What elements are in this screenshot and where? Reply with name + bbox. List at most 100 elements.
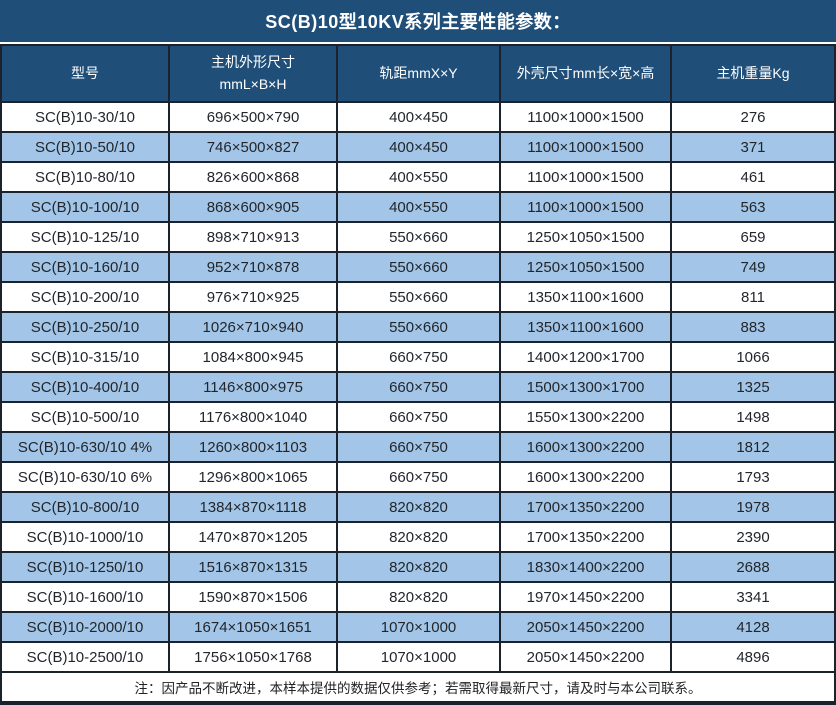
- table-cell: 400×450: [338, 103, 499, 131]
- table-cell: 550×660: [338, 283, 499, 311]
- table-cell: 1550×1300×2200: [501, 403, 670, 431]
- table-cell: 952×710×878: [170, 253, 336, 281]
- table-cell: SC(B)10-30/10: [2, 103, 168, 131]
- table-cell: 4896: [672, 643, 834, 671]
- table-cell: 1084×800×945: [170, 343, 336, 371]
- table-cell: 1250×1050×1500: [501, 253, 670, 281]
- table-cell: 2050×1450×2200: [501, 643, 670, 671]
- table-cell: SC(B)10-100/10: [2, 193, 168, 221]
- table-cell: SC(B)10-250/10: [2, 313, 168, 341]
- table-cell: 1325: [672, 373, 834, 401]
- table-cell: 1176×800×1040: [170, 403, 336, 431]
- table-cell: SC(B)10-125/10: [2, 223, 168, 251]
- table-cell: SC(B)10-2000/10: [2, 613, 168, 641]
- table-cell: 1978: [672, 493, 834, 521]
- column-header: 型号: [2, 46, 168, 101]
- table-cell: 660×750: [338, 463, 499, 491]
- table-cell: SC(B)10-630/10 4%: [2, 433, 168, 461]
- page-title: SC(B)10型10KV系列主要性能参数：: [0, 0, 836, 44]
- table-cell: SC(B)10-200/10: [2, 283, 168, 311]
- column-header: 外壳尺寸mm长×宽×高: [501, 46, 670, 101]
- table-cell: 2390: [672, 523, 834, 551]
- table-cell: 749: [672, 253, 834, 281]
- table-cell: 976×710×925: [170, 283, 336, 311]
- table-cell: SC(B)10-160/10: [2, 253, 168, 281]
- column-header: 主机重量Kg: [672, 46, 834, 101]
- table-cell: 1830×1400×2200: [501, 553, 670, 581]
- table-cell: 3341: [672, 583, 834, 611]
- table-cell: 898×710×913: [170, 223, 336, 251]
- table-cell: 820×820: [338, 553, 499, 581]
- table-cell: 659: [672, 223, 834, 251]
- table-cell: SC(B)10-50/10: [2, 133, 168, 161]
- table-cell: 746×500×827: [170, 133, 336, 161]
- table-cell: 371: [672, 133, 834, 161]
- column-header: 轨距mmX×Y: [338, 46, 499, 101]
- spec-sheet-page: SC(B)10型10KV系列主要性能参数： 型号主机外形尺寸 mmL×B×H轨距…: [0, 0, 836, 705]
- table-cell: 1070×1000: [338, 613, 499, 641]
- table-cell: 1384×870×1118: [170, 493, 336, 521]
- table-cell: SC(B)10-1000/10: [2, 523, 168, 551]
- table-cell: 400×550: [338, 163, 499, 191]
- table-cell: 1026×710×940: [170, 313, 336, 341]
- table-cell: 1066: [672, 343, 834, 371]
- table-cell: 1600×1300×2200: [501, 433, 670, 461]
- table-cell: 1970×1450×2200: [501, 583, 670, 611]
- table-cell: 1100×1000×1500: [501, 163, 670, 191]
- table-cell: SC(B)10-630/10 6%: [2, 463, 168, 491]
- table-cell: 1260×800×1103: [170, 433, 336, 461]
- table-cell: 1812: [672, 433, 834, 461]
- spec-table: 型号主机外形尺寸 mmL×B×H轨距mmX×Y外壳尺寸mm长×宽×高主机重量Kg…: [0, 44, 836, 705]
- table-cell: 1146×800×975: [170, 373, 336, 401]
- table-cell: 820×820: [338, 523, 499, 551]
- table-cell: SC(B)10-80/10: [2, 163, 168, 191]
- table-cell: 1700×1350×2200: [501, 493, 670, 521]
- table-cell: 1400×1200×1700: [501, 343, 670, 371]
- table-cell: 660×750: [338, 343, 499, 371]
- table-cell: SC(B)10-1600/10: [2, 583, 168, 611]
- table-cell: SC(B)10-315/10: [2, 343, 168, 371]
- table-cell: 660×750: [338, 403, 499, 431]
- table-cell: 2688: [672, 553, 834, 581]
- table-cell: 820×820: [338, 583, 499, 611]
- table-cell: 1500×1300×1700: [501, 373, 670, 401]
- table-cell: 1600×1300×2200: [501, 463, 670, 491]
- table-cell: 811: [672, 283, 834, 311]
- table-cell: 1350×1100×1600: [501, 313, 670, 341]
- table-cell: 400×550: [338, 193, 499, 221]
- table-cell: 1793: [672, 463, 834, 491]
- table-cell: 1296×800×1065: [170, 463, 336, 491]
- table-cell: 2050×1450×2200: [501, 613, 670, 641]
- table-cell: 1100×1000×1500: [501, 133, 670, 161]
- table-cell: 1070×1000: [338, 643, 499, 671]
- table-cell: 660×750: [338, 433, 499, 461]
- table-cell: SC(B)10-800/10: [2, 493, 168, 521]
- table-cell: SC(B)10-2500/10: [2, 643, 168, 671]
- column-header: 主机外形尺寸 mmL×B×H: [170, 46, 336, 101]
- table-cell: 550×660: [338, 223, 499, 251]
- table-cell: 4128: [672, 613, 834, 641]
- table-cell: 563: [672, 193, 834, 221]
- table-cell: 883: [672, 313, 834, 341]
- table-cell: 1590×870×1506: [170, 583, 336, 611]
- table-cell: 1756×1050×1768: [170, 643, 336, 671]
- table-cell: 1100×1000×1500: [501, 193, 670, 221]
- table-cell: 1350×1100×1600: [501, 283, 670, 311]
- table-cell: 550×660: [338, 313, 499, 341]
- table-cell: 1498: [672, 403, 834, 431]
- table-cell: 696×500×790: [170, 103, 336, 131]
- table-cell: 1674×1050×1651: [170, 613, 336, 641]
- table-cell: 550×660: [338, 253, 499, 281]
- table-cell: 1470×870×1205: [170, 523, 336, 551]
- table-cell: 868×600×905: [170, 193, 336, 221]
- table-cell: 1250×1050×1500: [501, 223, 670, 251]
- table-cell: 660×750: [338, 373, 499, 401]
- table-cell: SC(B)10-400/10: [2, 373, 168, 401]
- footer-note: 注：因产品不断改进，本样本提供的数据仅供参考；若需取得最新尺寸，请及时与本公司联…: [2, 673, 834, 701]
- table-cell: 1516×870×1315: [170, 553, 336, 581]
- table-cell: SC(B)10-500/10: [2, 403, 168, 431]
- table-cell: 461: [672, 163, 834, 191]
- table-cell: SC(B)10-1250/10: [2, 553, 168, 581]
- table-cell: 276: [672, 103, 834, 131]
- table-cell: 826×600×868: [170, 163, 336, 191]
